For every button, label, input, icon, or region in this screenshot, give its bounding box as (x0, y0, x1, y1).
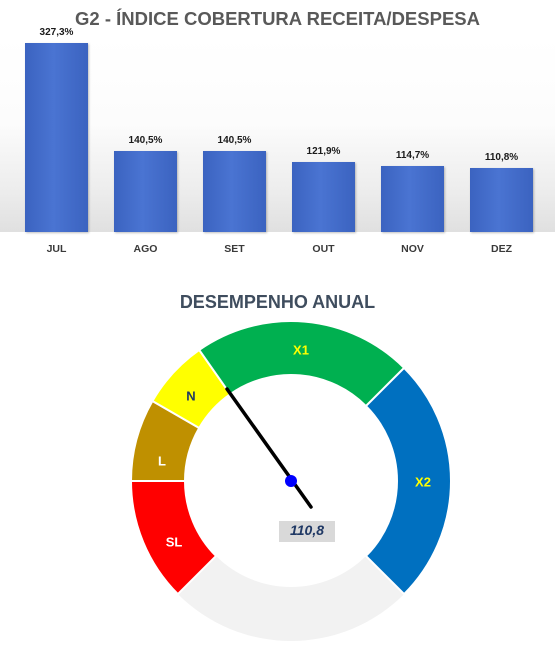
gauge-title: DESEMPENHO ANUAL (179, 292, 376, 312)
bar-chart: G2 - ÍNDICE COBERTURA RECEITA/DESPESA 32… (0, 0, 555, 280)
x-tick-label: JUL (46, 243, 67, 255)
gauge-value: 110,8 (290, 522, 324, 538)
x-tick-label: SET (224, 243, 245, 255)
bar-ago (114, 151, 177, 232)
bar-data-label: 121,9% (306, 145, 341, 157)
gauge-zone-label: SL (166, 534, 183, 549)
gauge-zone-labels: SL L N X1 X2 (158, 342, 431, 549)
gauge-zone-label: L (158, 453, 166, 468)
gauge-zone-label: N (186, 388, 195, 403)
gauge-empty-segment (177, 555, 405, 641)
bar-data-label: 140,5% (128, 135, 163, 146)
bar-nov (381, 165, 444, 232)
gauge-zone-label: X2 (415, 474, 431, 489)
x-tick-label: NOV (401, 243, 424, 255)
gauge-pivot (285, 475, 297, 487)
gauge-ring (129, 320, 452, 641)
x-tick-label: DEZ (491, 243, 512, 255)
bar-set (203, 151, 266, 232)
bar-dez (470, 168, 533, 232)
bar-out (292, 161, 355, 232)
x-tick-label: OUT (312, 243, 335, 255)
x-tick-label: AGO (133, 243, 158, 255)
gauge-zone-label: X1 (293, 342, 309, 357)
chart-title: G2 - ÍNDICE COBERTURA RECEITA/DESPESA (75, 8, 480, 29)
gauge-needle (225, 387, 313, 509)
gauge-value-box (279, 521, 335, 542)
plot-area (0, 36, 555, 232)
bar-data-label: 114,7% (395, 149, 430, 161)
bar-data-label: 327,3% (39, 27, 74, 39)
bar-jul (25, 43, 88, 232)
bar-data-label: 140,5% (217, 135, 252, 146)
bar-data-label: 110,8% (484, 152, 519, 164)
gauge-zone-x2 (364, 366, 452, 596)
